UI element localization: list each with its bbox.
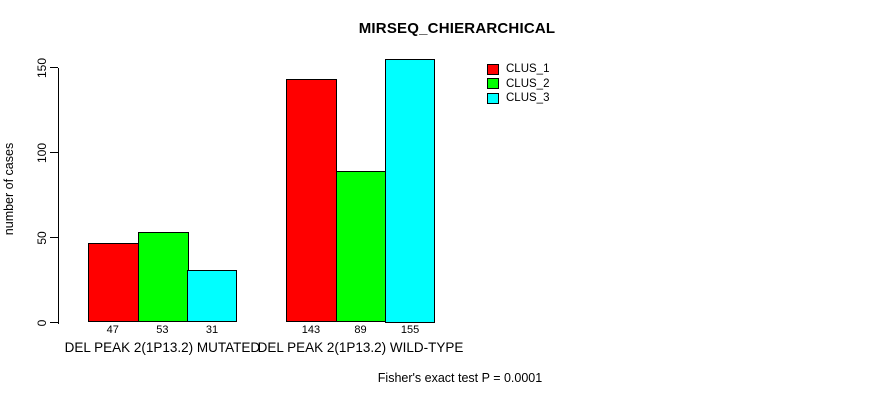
bar-value-label: 31 (205, 324, 219, 336)
legend-swatch (487, 92, 499, 104)
legend: CLUS_1 CLUS_2 CLUS_3 (487, 62, 549, 106)
bar-value-label: 155 (400, 324, 420, 336)
category-label: DEL PEAK 2(1P13.2) MUTATED (64, 340, 261, 355)
chart-title: MIRSEQ_CHIERARCHICAL (358, 20, 556, 37)
legend-label: CLUS_1 (506, 63, 550, 76)
bar (286, 79, 338, 323)
y-axis-line (57, 67, 59, 324)
legend-label: CLUS_3 (506, 92, 550, 105)
y-tick (50, 151, 58, 154)
legend-swatch (487, 63, 499, 75)
bar-value-label: 53 (156, 324, 169, 336)
bar-value-label: 89 (354, 324, 367, 336)
bar (187, 269, 237, 323)
bar (385, 59, 435, 323)
category-label: DEL PEAK 2(1P13.2) WILD-TYPE (257, 340, 464, 355)
bar (88, 242, 140, 323)
bar (137, 232, 189, 323)
y-tick-label: 150 (35, 57, 49, 78)
annotation-text: Fisher's exact test P = 0.0001 (377, 371, 543, 385)
legend-row: CLUS_2 (487, 77, 549, 92)
bar (335, 171, 387, 323)
legend-row: CLUS_1 (487, 62, 549, 77)
y-tick (50, 321, 58, 324)
y-tick-label: 100 (35, 142, 49, 163)
y-tick-label: 0 (35, 319, 49, 326)
legend-label: CLUS_2 (506, 77, 550, 90)
bar-value-label: 143 (301, 324, 321, 336)
y-tick-label: 50 (35, 230, 49, 245)
bar-value-label: 47 (106, 324, 119, 336)
y-tick (50, 66, 58, 69)
legend-swatch (487, 78, 499, 90)
legend-row: CLUS_3 (487, 91, 549, 106)
y-tick (50, 236, 58, 239)
